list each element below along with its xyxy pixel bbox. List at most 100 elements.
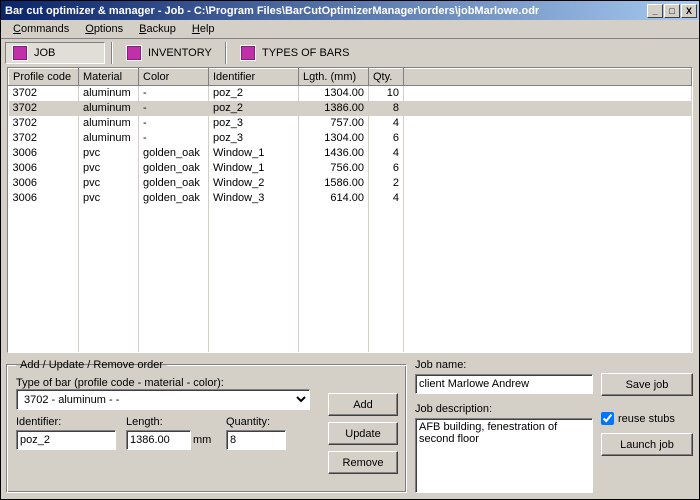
table-cell: poz_2 [209,101,299,116]
menu-backup[interactable]: Backup [131,21,184,37]
window-controls: _ □ X [647,4,697,18]
table-row-empty [9,281,692,296]
toolbar-inventory-button[interactable]: INVENTORY [119,42,219,64]
column-header[interactable]: Material [79,69,139,86]
toolbar-job-button[interactable]: JOB [5,42,105,64]
content-area: Profile codeMaterialColorIdentifierLgth.… [1,67,699,499]
table-cell: 3702 [9,101,79,116]
orders-table[interactable]: Profile codeMaterialColorIdentifierLgth.… [8,68,692,353]
column-header[interactable]: Lgth. (mm) [299,69,369,86]
order-buttons: Add Update Remove [328,393,398,474]
table-row[interactable]: 3702aluminum-poz_21386.008 [9,101,692,116]
launch-job-button[interactable]: Launch job [601,433,693,456]
table-cell: 3702 [9,116,79,131]
job-desc-textarea[interactable]: AFB building, fenestration of second flo… [415,418,593,493]
reuse-stubs-checkbox[interactable] [601,412,614,425]
table-cell: aluminum [79,116,139,131]
toolbar: JOB INVENTORY TYPES OF BARS [1,39,699,67]
identifier-label: Identifier: [16,416,116,428]
table-row[interactable]: 3006pvcgolden_oakWindow_21586.002 [9,176,692,191]
toolbar-sep [225,42,227,64]
table-cell: 757.00 [299,116,369,131]
minimize-button[interactable]: _ [647,4,663,18]
table-cell: - [139,101,209,116]
job-icon [12,45,28,61]
types-icon [240,45,256,61]
menu-options[interactable]: Options [77,21,131,37]
table-cell: 3006 [9,161,79,176]
table-row[interactable]: 3006pvcgolden_oakWindow_1756.006 [9,161,692,176]
update-button[interactable]: Update [328,422,398,445]
table-cell: poz_3 [209,131,299,146]
length-unit: mm [193,434,211,446]
table-cell: pvc [79,191,139,206]
menu-bar: Commands Options Backup Help [1,20,699,39]
table-row-empty [9,251,692,266]
length-input[interactable] [126,430,191,450]
table-row[interactable]: 3006pvcgolden_oakWindow_3614.004 [9,191,692,206]
table-row-empty [9,341,692,354]
table-cell: 3006 [9,176,79,191]
table-cell: golden_oak [139,176,209,191]
identifier-input[interactable] [16,430,116,450]
table-row[interactable]: 3702aluminum-poz_3757.004 [9,116,692,131]
table-cell: 4 [369,116,404,131]
job-name-input[interactable] [415,374,593,394]
column-header[interactable]: Color [139,69,209,86]
column-header[interactable]: Qty. [369,69,404,86]
table-row-empty [9,206,692,221]
add-button[interactable]: Add [328,393,398,416]
column-header[interactable]: Identifier [209,69,299,86]
menu-help[interactable]: Help [184,21,223,37]
table-cell: poz_3 [209,116,299,131]
column-header-filler [404,69,692,86]
table-cell: pvc [79,176,139,191]
table-cell: 614.00 [299,191,369,206]
table-cell: Window_2 [209,176,299,191]
quantity-label: Quantity: [226,416,286,428]
table-cell: Window_1 [209,146,299,161]
quantity-input[interactable] [226,430,286,450]
save-job-button[interactable]: Save job [601,373,693,396]
length-label: Length: [126,416,216,428]
table-cell: 4 [369,191,404,206]
table-cell: Window_1 [209,161,299,176]
table-cell: poz_2 [209,86,299,101]
maximize-button[interactable]: □ [664,4,680,18]
bottom-panels: Add / Update / Remove order Type of bar … [7,359,693,493]
remove-button[interactable]: Remove [328,451,398,474]
window-title: Bar cut optimizer & manager - Job - C:\P… [3,5,647,17]
table-row[interactable]: 3006pvcgolden_oakWindow_11436.004 [9,146,692,161]
table-cell: 1304.00 [299,86,369,101]
table-cell: 756.00 [299,161,369,176]
side-actions: Save job reuse stubs Launch job [601,359,693,493]
table-row-empty [9,266,692,281]
toolbar-job-label: JOB [34,47,55,59]
type-select[interactable]: 3702 - aluminum - - [16,389,310,410]
job-meta: Job name: Job description: AFB building,… [415,359,593,493]
job-name-label: Job name: [415,359,593,371]
table-cell: pvc [79,146,139,161]
table-row-empty [9,296,692,311]
table-cell: 8 [369,101,404,116]
table-row[interactable]: 3702aluminum-poz_31304.006 [9,131,692,146]
reuse-stubs-row[interactable]: reuse stubs [601,412,693,425]
app-window: Bar cut optimizer & manager - Job - C:\P… [0,0,700,500]
table-row-empty [9,236,692,251]
table-row[interactable]: 3702aluminum-poz_21304.0010 [9,86,692,101]
toolbar-sep [111,42,113,64]
type-label: Type of bar (profile code - material - c… [16,377,310,389]
table-cell: 6 [369,161,404,176]
order-group-legend: Add / Update / Remove order [16,359,167,371]
toolbar-types-button[interactable]: TYPES OF BARS [233,42,356,64]
toolbar-types-label: TYPES OF BARS [262,47,349,59]
job-desc-label: Job description: [415,403,593,415]
table-cell: 1304.00 [299,131,369,146]
menu-commands[interactable]: Commands [5,21,77,37]
table-cell: 10 [369,86,404,101]
column-header[interactable]: Profile code [9,69,79,86]
close-button[interactable]: X [681,4,697,18]
table-cell: aluminum [79,131,139,146]
table-row-empty [9,311,692,326]
job-zone: Job name: Job description: AFB building,… [415,359,693,493]
